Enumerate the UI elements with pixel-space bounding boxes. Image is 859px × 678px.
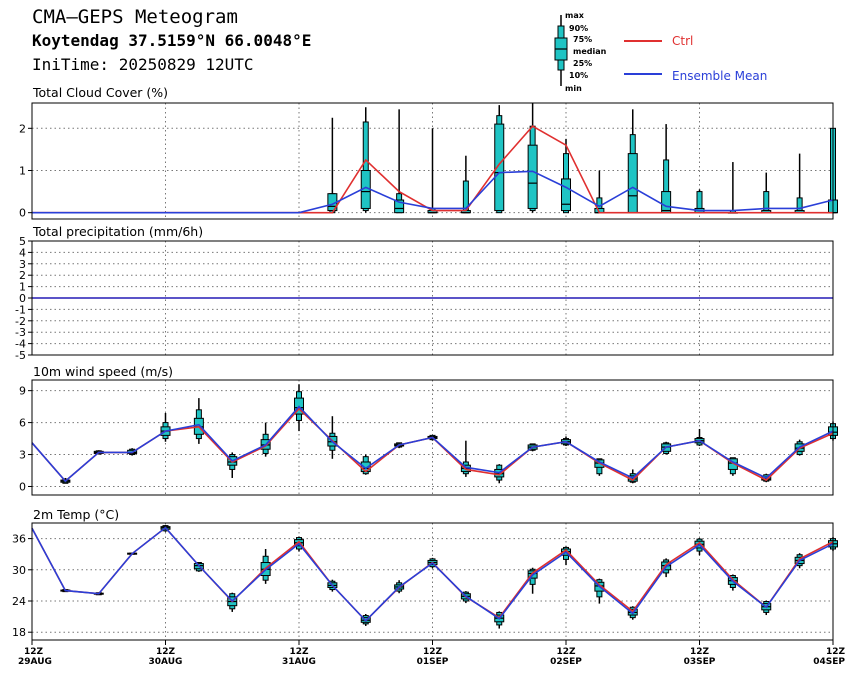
y-tick-label: 0 <box>19 207 26 220</box>
panel-1: Total precipitation (mm/6h) -5-4-3-2-1012… <box>15 224 834 362</box>
box-plot <box>794 153 805 214</box>
box-25-75 <box>627 153 638 214</box>
box-10-90 <box>763 191 770 214</box>
mean-series-line <box>31 405 834 483</box>
legend-mean-label: Ensemble Mean <box>672 69 767 83</box>
box-plot <box>527 103 538 213</box>
y-tick-label: 4 <box>19 246 26 259</box>
y-tick-label: 2 <box>19 122 26 135</box>
legend-box-label: 10% <box>569 71 588 80</box>
x-tick-date: 29AUG <box>18 657 52 667</box>
location-label: Koytendag 37.5159°N 66.0048°E <box>32 31 312 50</box>
x-tick-date: 04SEP <box>813 657 845 667</box>
x-tick-hour: 12Z <box>423 647 443 657</box>
box-plot <box>227 452 238 478</box>
x-tick-hour: 12Z <box>690 647 710 657</box>
mean-series-line <box>32 170 834 214</box>
box-plot <box>761 172 772 214</box>
y-tick-label: 9 <box>19 385 26 398</box>
box-plot <box>494 105 505 214</box>
chart-title: CMA—GEPS Meteogram <box>32 6 238 28</box>
box-10-90 <box>362 121 369 212</box>
chart-legend: max 90% 75% median 25% 10% min Ctrl Ensemble Mea… <box>554 11 767 93</box>
y-tick-label: 18 <box>12 626 26 639</box>
x-tick-hour: 12Z <box>289 647 309 657</box>
y-tick-label: 0 <box>19 480 26 493</box>
mean-series-line <box>31 526 834 622</box>
y-tick-label: -4 <box>15 338 26 351</box>
y-tick-label: 3 <box>19 449 26 462</box>
panel-2: 10m wind speed (m/s) 0 3 6 9 <box>19 364 838 496</box>
panel-title: Total Cloud Cover (%) <box>32 85 168 100</box>
panel-frame <box>31 240 834 356</box>
y-tick-label: 36 <box>12 533 26 546</box>
box-plot <box>460 440 471 477</box>
y-tick-label: -3 <box>15 326 26 339</box>
panel-0: Total Cloud Cover (%) 0 1 2 <box>19 85 838 220</box>
y-tick-label: 1 <box>19 164 26 177</box>
y-tick-label: -2 <box>15 315 26 328</box>
y-tick-label: 1 <box>19 281 26 294</box>
x-tick-hour: 12Z <box>156 647 176 657</box>
panel-frame <box>31 379 834 496</box>
x-axis: 12Z29AUG12Z30AUG12Z31AUG12Z01SEP12Z02SEP… <box>18 640 845 667</box>
x-tick-date: 30AUG <box>149 657 183 667</box>
box-plot <box>727 457 738 476</box>
box-plot <box>561 138 571 214</box>
y-tick-label: 2 <box>19 269 26 282</box>
x-tick-hour: 12Z <box>24 647 44 657</box>
box-25-75 <box>661 191 672 214</box>
box-plot <box>193 562 204 572</box>
y-tick-label: 5 <box>19 235 26 248</box>
panel-title: Total precipitation (mm/6h) <box>32 224 203 239</box>
legend-box-label: max <box>565 11 585 20</box>
legend-box-label: 90% <box>569 24 588 33</box>
box-plot <box>460 155 471 214</box>
box-plot <box>727 162 738 214</box>
box-plot <box>160 413 171 442</box>
box-plot <box>193 398 204 444</box>
x-tick-date: 31AUG <box>282 657 316 667</box>
x-tick-date: 03SEP <box>684 657 716 667</box>
y-tick-label: 24 <box>12 595 26 608</box>
y-tick-label: -5 <box>15 349 26 362</box>
panel-3: 2m Temp (°C) 18 24 30 36 <box>12 507 838 641</box>
legend-box-label: min <box>565 84 582 93</box>
legend-box-label: 25% <box>573 59 592 68</box>
y-tick-label: 30 <box>12 564 26 577</box>
y-tick-label: 6 <box>19 417 26 430</box>
box-25-75 <box>494 123 505 212</box>
panel-title: 10m wind speed (m/s) <box>33 364 173 379</box>
x-tick-hour: 12Z <box>826 647 846 657</box>
box-plot <box>694 189 705 214</box>
x-tick-date: 02SEP <box>550 657 582 667</box>
box-plot <box>394 109 405 214</box>
panel-frame <box>31 102 834 220</box>
init-time-label: IniTime: 20250829 12UTC <box>32 55 254 74</box>
box-25-75 <box>394 199 405 214</box>
box-plot <box>627 109 638 214</box>
legend-box-label: median <box>573 47 607 56</box>
box-plot <box>327 117 338 214</box>
x-tick-hour: 12Z <box>556 647 576 657</box>
box-plot <box>661 124 672 214</box>
x-tick-date: 01SEP <box>417 657 449 667</box>
box-25-75 <box>527 144 538 209</box>
y-tick-label: 0 <box>19 292 26 305</box>
legend-ctrl-label: Ctrl <box>672 34 693 48</box>
y-tick-label: -1 <box>15 303 26 316</box>
box-plot <box>260 422 271 457</box>
panel-title: 2m Temp (°C) <box>33 507 119 522</box>
y-tick-label: 3 <box>19 258 26 271</box>
box-25-75 <box>561 178 571 212</box>
legend-box-label: 75% <box>573 35 592 44</box>
